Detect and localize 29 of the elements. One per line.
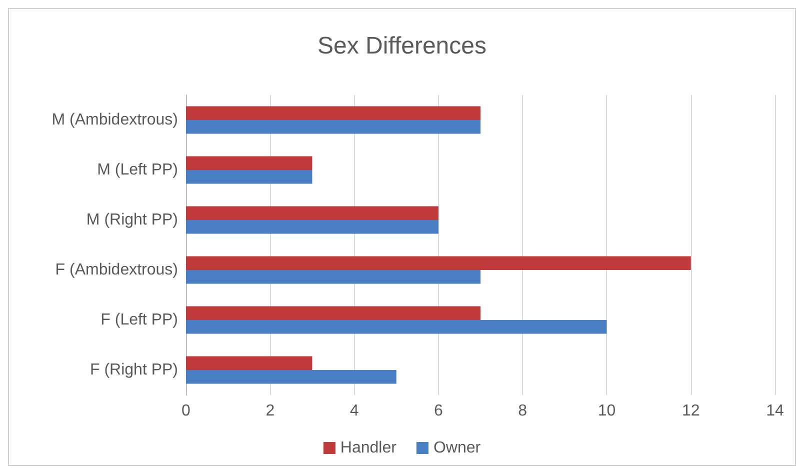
bar <box>186 256 691 270</box>
y-tick-label: M (Ambidextrous) <box>52 112 178 128</box>
bar <box>186 306 480 320</box>
bar <box>186 120 480 134</box>
x-tick-label: 4 <box>350 402 359 420</box>
bar <box>186 156 312 170</box>
bar <box>186 320 607 334</box>
legend-label: Owner <box>433 440 482 456</box>
bar <box>186 370 396 384</box>
x-tick-label: 10 <box>598 402 616 420</box>
chart-title: Sex Differences <box>318 32 486 60</box>
bar <box>186 220 438 234</box>
bar <box>186 106 480 120</box>
y-tick-label: M (Right PP) <box>86 212 178 228</box>
y-tick-label: F (Left PP) <box>100 312 178 328</box>
x-tick-label: 0 <box>182 402 191 420</box>
x-tick-label: 6 <box>434 402 443 420</box>
bar <box>186 170 312 184</box>
x-tick-label: 2 <box>266 402 275 420</box>
bar <box>186 206 438 220</box>
x-tick-label: 8 <box>518 402 528 420</box>
y-tick-label: M (Left PP) <box>97 162 178 178</box>
bar <box>186 356 312 370</box>
bar <box>186 270 480 284</box>
x-tick-label: 12 <box>682 402 700 420</box>
x-tick-label: 14 <box>766 402 784 420</box>
legend-label: Handler <box>340 440 398 456</box>
y-tick-label: F (Ambidextrous) <box>55 262 178 278</box>
y-tick-label: F (Right PP) <box>90 362 178 378</box>
